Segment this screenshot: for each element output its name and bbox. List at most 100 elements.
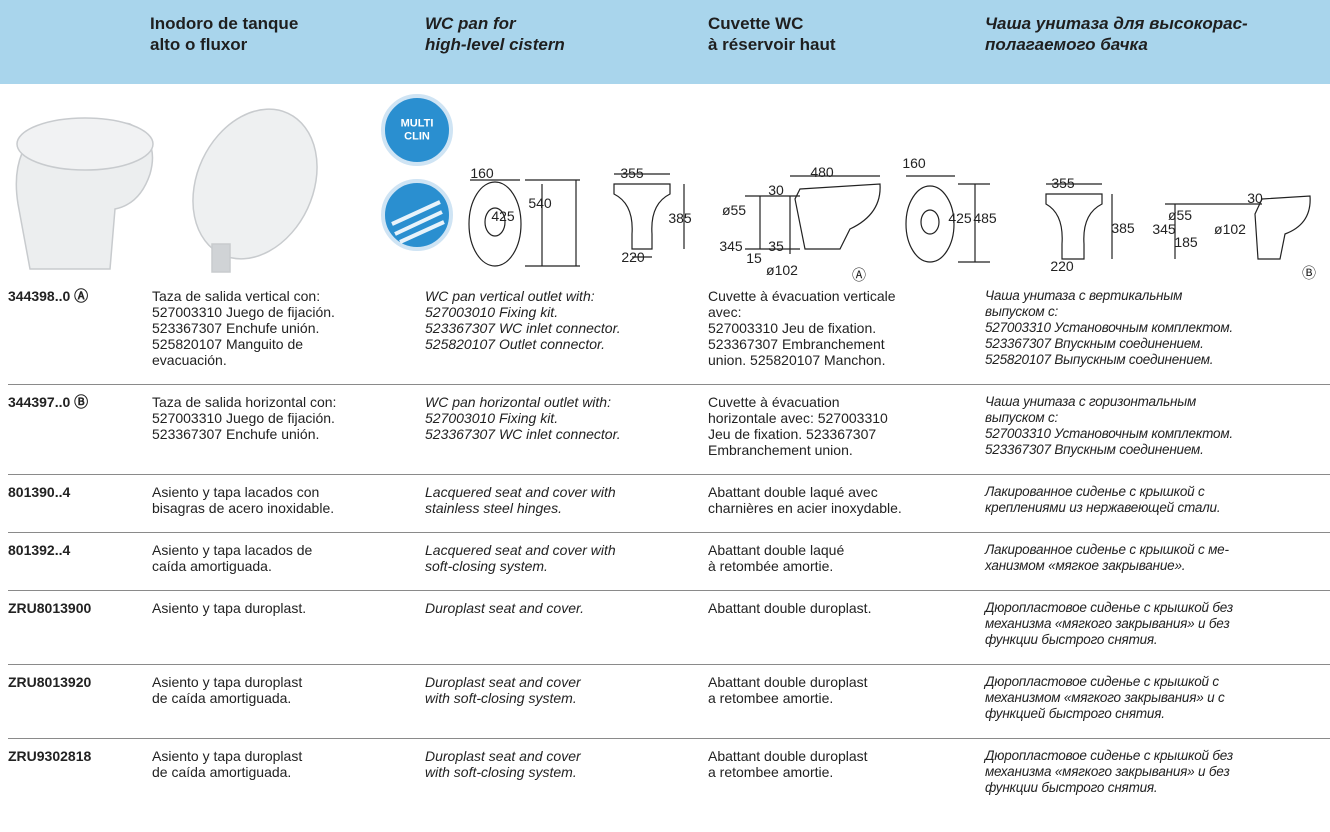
description-line: soft-closing system. bbox=[425, 558, 548, 574]
description-line: stainless steel hinges. bbox=[425, 500, 562, 516]
product-code: 344398..0 Ⓐ bbox=[8, 288, 89, 304]
description-line: evacuación. bbox=[152, 352, 227, 368]
column-title: Чаша унитаза для высокорас-полагаемого б… bbox=[985, 13, 1248, 55]
column-title: Cuvette WC à réservoir haut bbox=[708, 13, 836, 55]
description-line: 523367307 Впускным соединением. bbox=[985, 442, 1204, 457]
dimension-label: 485 bbox=[973, 210, 997, 226]
description-line: with soft-closing system. bbox=[425, 764, 577, 780]
description-es: Asiento y tapa lacados con bisagras de ac… bbox=[152, 484, 334, 516]
description-line: Дюропластовое сиденье с крышкой без bbox=[985, 748, 1233, 763]
description-line: bisagras de acero inoxidable. bbox=[152, 500, 335, 516]
dimension-label: 160 bbox=[902, 155, 926, 171]
description-line: механизма «мягкого закрывания» и без bbox=[985, 616, 1230, 631]
description-line: Лакированное сиденье с крышкой с bbox=[985, 484, 1205, 499]
title-line: Cuvette WC bbox=[708, 14, 804, 33]
description-en: Duroplast seat and cover. bbox=[425, 600, 584, 616]
dimension-label: 345 bbox=[1152, 221, 1176, 237]
title-line: à réservoir haut bbox=[708, 35, 836, 54]
badge-text: CLIN bbox=[404, 130, 430, 143]
dimension-label: 355 bbox=[1051, 175, 1075, 191]
description-line: Abattant double laqué bbox=[708, 542, 845, 558]
description-line: 523367307 Enchufe unión. bbox=[152, 426, 320, 442]
description-line: 525820107 Выпускным соединением. bbox=[985, 352, 1214, 367]
table-row: 344397..0 Ⓑ Taza de salida horizontal con… bbox=[8, 384, 1330, 474]
dimension-label: ø102 bbox=[766, 262, 798, 278]
description-en: Lacquered seat and cover with stainless s… bbox=[425, 484, 616, 516]
description-line: Abattant double duroplast bbox=[708, 674, 868, 690]
dimension-label: 355 bbox=[620, 165, 644, 181]
title-line: alto o fluxor bbox=[150, 35, 248, 54]
description-line: Asiento y tapa lacados de bbox=[152, 542, 313, 558]
description-line: Lacquered seat and cover with bbox=[425, 542, 616, 558]
description-line: 525820107 Manguito de bbox=[152, 336, 304, 352]
description-line: 527003310 Jeu de fixation. bbox=[708, 320, 877, 336]
description-ru: Чаша унитаза с вертикальным выпуском с: 52… bbox=[985, 288, 1233, 368]
description-line: Лакированное сиденье с крышкой с ме- bbox=[985, 542, 1229, 557]
description-line: a retombee amortie. bbox=[708, 690, 834, 706]
dimension-label: 35 bbox=[768, 238, 784, 254]
description-line: de caída amortiguada. bbox=[152, 690, 292, 706]
description-line: 523367307 WC inlet connector. bbox=[425, 320, 621, 336]
description-line: Abattant double laqué avec bbox=[708, 484, 878, 500]
dimension-label: 220 bbox=[621, 249, 645, 265]
description-line: horizontale avec: 527003310 bbox=[708, 410, 888, 426]
description-es: Taza de salida horizontal con: 527003310 … bbox=[152, 394, 336, 442]
dimension-label: 385 bbox=[1111, 220, 1135, 236]
description-line: Asiento y tapa lacados con bbox=[152, 484, 320, 500]
column-title: WC pan for high-level cistern bbox=[425, 13, 565, 55]
description-ru: Дюропластовое сиденье с крышкой без механ… bbox=[985, 600, 1233, 648]
column-title: Inodoro de tanque alto o fluxor bbox=[150, 13, 298, 55]
description-line: à retombée amortie. bbox=[708, 558, 834, 574]
description-line: Duroplast seat and cover. bbox=[425, 600, 585, 616]
description-line: charnières en acier inoxydable. bbox=[708, 500, 902, 516]
description-fr: Cuvette à évacuation horizontale avec: 52… bbox=[708, 394, 888, 458]
description-en: Duroplast seat and cover with soft-closin… bbox=[425, 748, 581, 780]
dimension-label: ø55 bbox=[1167, 207, 1193, 223]
description-line: 527003310 Установочным комплектом. bbox=[985, 320, 1233, 335]
title-line: Inodoro de tanque bbox=[150, 14, 299, 33]
description-line: функцией быстрого снятия. bbox=[985, 706, 1165, 721]
product-code: ZRU9302818 bbox=[8, 748, 92, 764]
description-ru: Дюропластовое сиденье с крышкой с механиз… bbox=[985, 674, 1225, 722]
dimension-label: 160 bbox=[470, 165, 494, 181]
table-row: 801392..4 Asiento y tapa lacados de caída … bbox=[8, 532, 1330, 590]
drawings bbox=[15, 94, 1311, 273]
dimension-label: 185 bbox=[1174, 234, 1198, 250]
title-line: Чаша унитаза для высокорас- bbox=[985, 14, 1248, 33]
description-line: union. 525820107 Manchon. bbox=[708, 352, 886, 368]
description-line: Taza de salida horizontal con: bbox=[152, 394, 337, 410]
description-line: caída amortiguada. bbox=[152, 558, 272, 574]
description-en: Duroplast seat and cover with soft-closin… bbox=[425, 674, 581, 706]
description-line: Abattant double duroplast bbox=[708, 748, 868, 764]
header-band: Inodoro de tanque alto o fluxor WC pan for… bbox=[0, 0, 1330, 84]
description-line: креплениями из нержавеющей стали. bbox=[985, 500, 1221, 515]
product-code: ZRU8013920 bbox=[8, 674, 92, 690]
description-line: Embranchement union. bbox=[708, 442, 853, 458]
description-line: Asiento y tapa duroplast bbox=[152, 748, 303, 764]
description-line: 527003010 Fixing kit. bbox=[425, 304, 559, 320]
description-line: Дюропластовое сиденье с крышкой с bbox=[985, 674, 1219, 689]
description-line: функции быстрого снятия. bbox=[985, 780, 1158, 795]
description-line: Lacquered seat and cover with bbox=[425, 484, 616, 500]
description-line: 527003010 Fixing kit. bbox=[425, 410, 559, 426]
description-line: Дюропластовое сиденье с крышкой без bbox=[985, 600, 1233, 615]
table-row: ZRU9302818 Asiento y tapa duroplast de caí… bbox=[8, 738, 1330, 812]
description-line: Чаша унитаза с вертикальным bbox=[985, 288, 1183, 303]
description-en: WC pan horizontal outlet with: 527003010 … bbox=[425, 394, 621, 442]
description-es: Asiento y tapa lacados de caída amortigua… bbox=[152, 542, 312, 574]
description-line: 527003310 Juego de fijación. bbox=[152, 304, 335, 320]
description-fr: Cuvette à évacuation verticale avec: 52700… bbox=[708, 288, 896, 368]
table-row: 344398..0 Ⓐ Taza de salida vertical con: 5… bbox=[8, 279, 1330, 384]
description-line: de caída amortiguada. bbox=[152, 764, 292, 780]
description-es: Asiento y tapa duroplast. bbox=[152, 600, 306, 616]
dimension-label: 15 bbox=[746, 250, 762, 266]
description-line: выпуском с: bbox=[985, 304, 1059, 319]
description-line: a retombee amortie. bbox=[708, 764, 834, 780]
description-es: Asiento y tapa duroplast de caída amortig… bbox=[152, 748, 302, 780]
description-line: механизма «мягкого закрывания» и без bbox=[985, 764, 1230, 779]
description-ru: Лакированное сиденье с крышкой с ме-хани… bbox=[985, 542, 1229, 574]
dimension-label: 30 bbox=[1247, 190, 1263, 206]
dimension-label: Ⓐ bbox=[852, 267, 866, 283]
title-line: WC pan for bbox=[425, 14, 516, 33]
product-code: 801392..4 bbox=[8, 542, 71, 558]
